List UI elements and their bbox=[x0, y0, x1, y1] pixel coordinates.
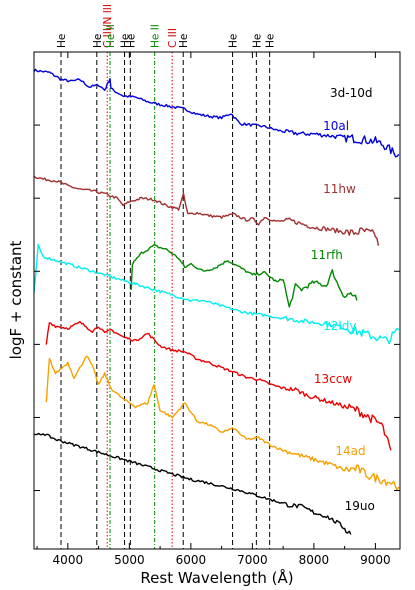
series-line-13ccw bbox=[45, 320, 392, 451]
x-axis-ticks: 4000 5000 6000 7000 8000 9000 bbox=[36, 52, 391, 567]
chart-title: 3d-10d bbox=[330, 86, 372, 100]
x-tick-label-4000: 4000 bbox=[53, 553, 84, 567]
line-id-label-10: He bbox=[251, 34, 263, 48]
x-tick-label-7000: 7000 bbox=[237, 553, 268, 567]
series-line-11rfh bbox=[130, 244, 358, 308]
spectra-series bbox=[33, 68, 400, 535]
series-label-10al: 10al bbox=[323, 119, 349, 133]
y-axis-label: logF + constant bbox=[7, 240, 25, 359]
x-tick-label-5000: 5000 bbox=[114, 553, 145, 567]
line-id-label-4: He bbox=[120, 34, 132, 48]
y-axis-ticks bbox=[34, 124, 400, 492]
series-line-11hw bbox=[33, 175, 380, 246]
line-id-label-8: He bbox=[178, 34, 190, 48]
series-line-14ad bbox=[45, 355, 400, 491]
series-labels: 10al 11hw 11rfh 12ldy 13ccw 14ad 19uo bbox=[311, 119, 375, 513]
x-axis-label: Rest Wavelength (Å) bbox=[140, 568, 293, 587]
series-line-12ldy bbox=[33, 243, 400, 345]
series-label-11hw: 11hw bbox=[323, 182, 356, 196]
x-tick-label-6000: 6000 bbox=[176, 553, 207, 567]
line-id-label-0: He bbox=[56, 34, 68, 48]
line-id-label-6: He II bbox=[150, 24, 162, 48]
series-label-19uo: 19uo bbox=[345, 499, 375, 513]
line-id-label-7: C III bbox=[167, 28, 179, 48]
line-id-label-2: C III/N III bbox=[102, 4, 114, 48]
line-id-label-1: He bbox=[92, 34, 104, 48]
x-tick-label-9000: 9000 bbox=[360, 553, 391, 567]
series-label-11rfh: 11rfh bbox=[311, 248, 343, 262]
series-label-14ad: 14ad bbox=[335, 444, 365, 458]
line-id-label-11: He bbox=[265, 34, 277, 48]
line-id-label-3: He II bbox=[105, 24, 117, 48]
line-id-label-9: He bbox=[228, 34, 240, 48]
series-line-10al bbox=[33, 68, 400, 158]
series-label-12ldy: 12ldy bbox=[323, 319, 356, 333]
series-line-19uo bbox=[33, 432, 352, 535]
series-label-13ccw: 13ccw bbox=[314, 372, 352, 386]
plot-frame bbox=[33, 51, 401, 550]
x-tick-label-8000: 8000 bbox=[299, 553, 330, 567]
line-id-label-5: He bbox=[125, 34, 137, 48]
